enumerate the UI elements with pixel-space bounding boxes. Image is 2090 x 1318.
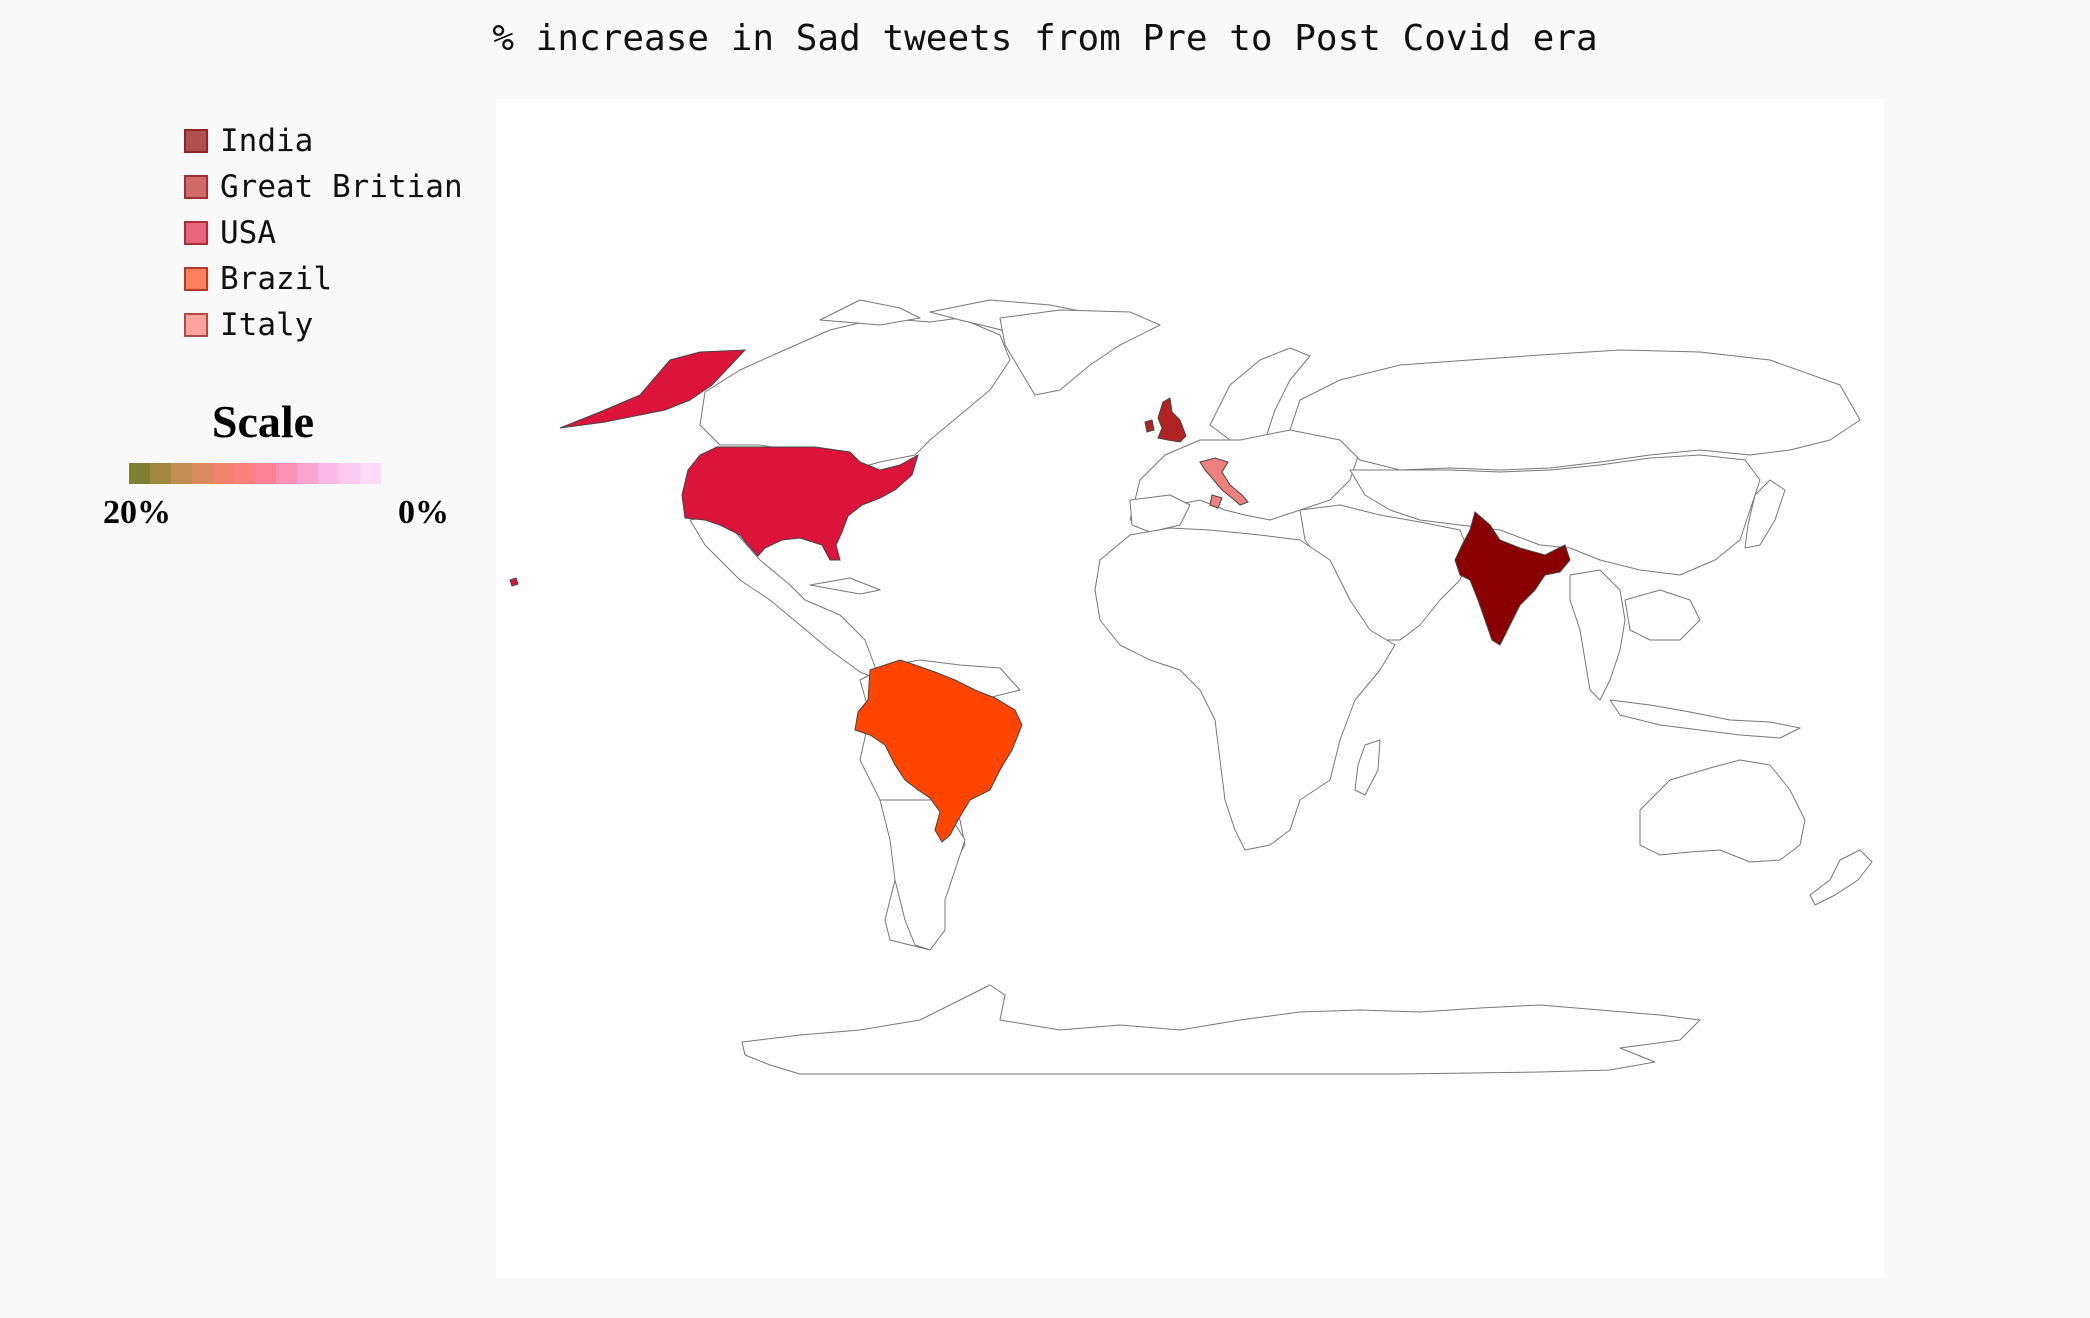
legend-swatch-great-britian — [184, 175, 208, 199]
land-cuba — [809, 577, 881, 595]
legend-swatch-italy — [184, 313, 208, 337]
country-italy — [1199, 457, 1249, 509]
legend-item-india: India — [184, 118, 463, 164]
land-greenland — [999, 309, 1161, 396]
scale-color-cell — [360, 463, 381, 484]
scale-color-cell — [255, 463, 276, 484]
scale-color-cell — [276, 463, 297, 484]
legend-item-great-britian: Great Britian — [184, 164, 463, 210]
scale-color-cell — [150, 463, 171, 484]
scale-color-cell — [192, 463, 213, 484]
highlighted-countries — [509, 349, 1571, 843]
land-europe-mainland — [1129, 419, 1361, 526]
land-russia — [1289, 349, 1861, 471]
land-central-asia — [1349, 454, 1761, 576]
legend-label-great-britian: Great Britian — [220, 169, 463, 205]
country-usa — [681, 446, 919, 561]
land-japan — [1744, 479, 1786, 549]
land-antarctica — [741, 984, 1701, 1075]
map-panel — [496, 99, 1884, 1278]
scale-color-cell — [213, 463, 234, 484]
land-australia — [1639, 759, 1806, 863]
scale-min-label: 0% — [398, 494, 449, 531]
legend-label-brazil: Brazil — [220, 261, 332, 297]
scale-color-cell — [297, 463, 318, 484]
background-countries — [689, 299, 1873, 1075]
scale-color-cell — [339, 463, 360, 484]
land-iberia — [1129, 494, 1191, 533]
legend-swatch-brazil — [184, 267, 208, 291]
legend-label-italy: Italy — [220, 307, 314, 343]
scale-max-label: 20% — [103, 494, 171, 531]
legend-swatch-usa — [184, 221, 208, 245]
scale-color-cell — [171, 463, 192, 484]
chart-title-text: % increase in Sad tweets from Pre to Pos… — [492, 18, 1598, 59]
land-indonesia — [1609, 699, 1801, 739]
chart-title: % increase in Sad tweets from Pre to Pos… — [0, 18, 2090, 59]
country-usa-hawaii — [509, 577, 519, 587]
country-great-britian — [1144, 397, 1187, 443]
legend-label-usa: USA — [220, 215, 276, 251]
scale-color-cell — [318, 463, 339, 484]
legend-item-brazil: Brazil — [184, 256, 463, 302]
scale-title: Scale — [211, 396, 315, 447]
legend-item-italy: Italy — [184, 302, 463, 348]
legend-swatch-india — [184, 129, 208, 153]
country-brazil — [854, 659, 1023, 843]
country-usa-alaska — [559, 349, 747, 429]
world-map — [509, 299, 1873, 1075]
scale-color-cell — [234, 463, 255, 484]
legend-item-usa: USA — [184, 210, 463, 256]
scale-color-bar — [129, 463, 381, 484]
country-india — [1454, 511, 1571, 646]
legend: India Great Britian USA Brazil Italy — [184, 118, 463, 348]
land-new-zealand — [1809, 849, 1873, 906]
land-madagascar — [1354, 739, 1381, 796]
legend-label-india: India — [220, 123, 314, 159]
scale-color-cell — [129, 463, 150, 484]
land-southeast-asia — [1569, 569, 1701, 701]
land-africa — [1094, 527, 1396, 851]
